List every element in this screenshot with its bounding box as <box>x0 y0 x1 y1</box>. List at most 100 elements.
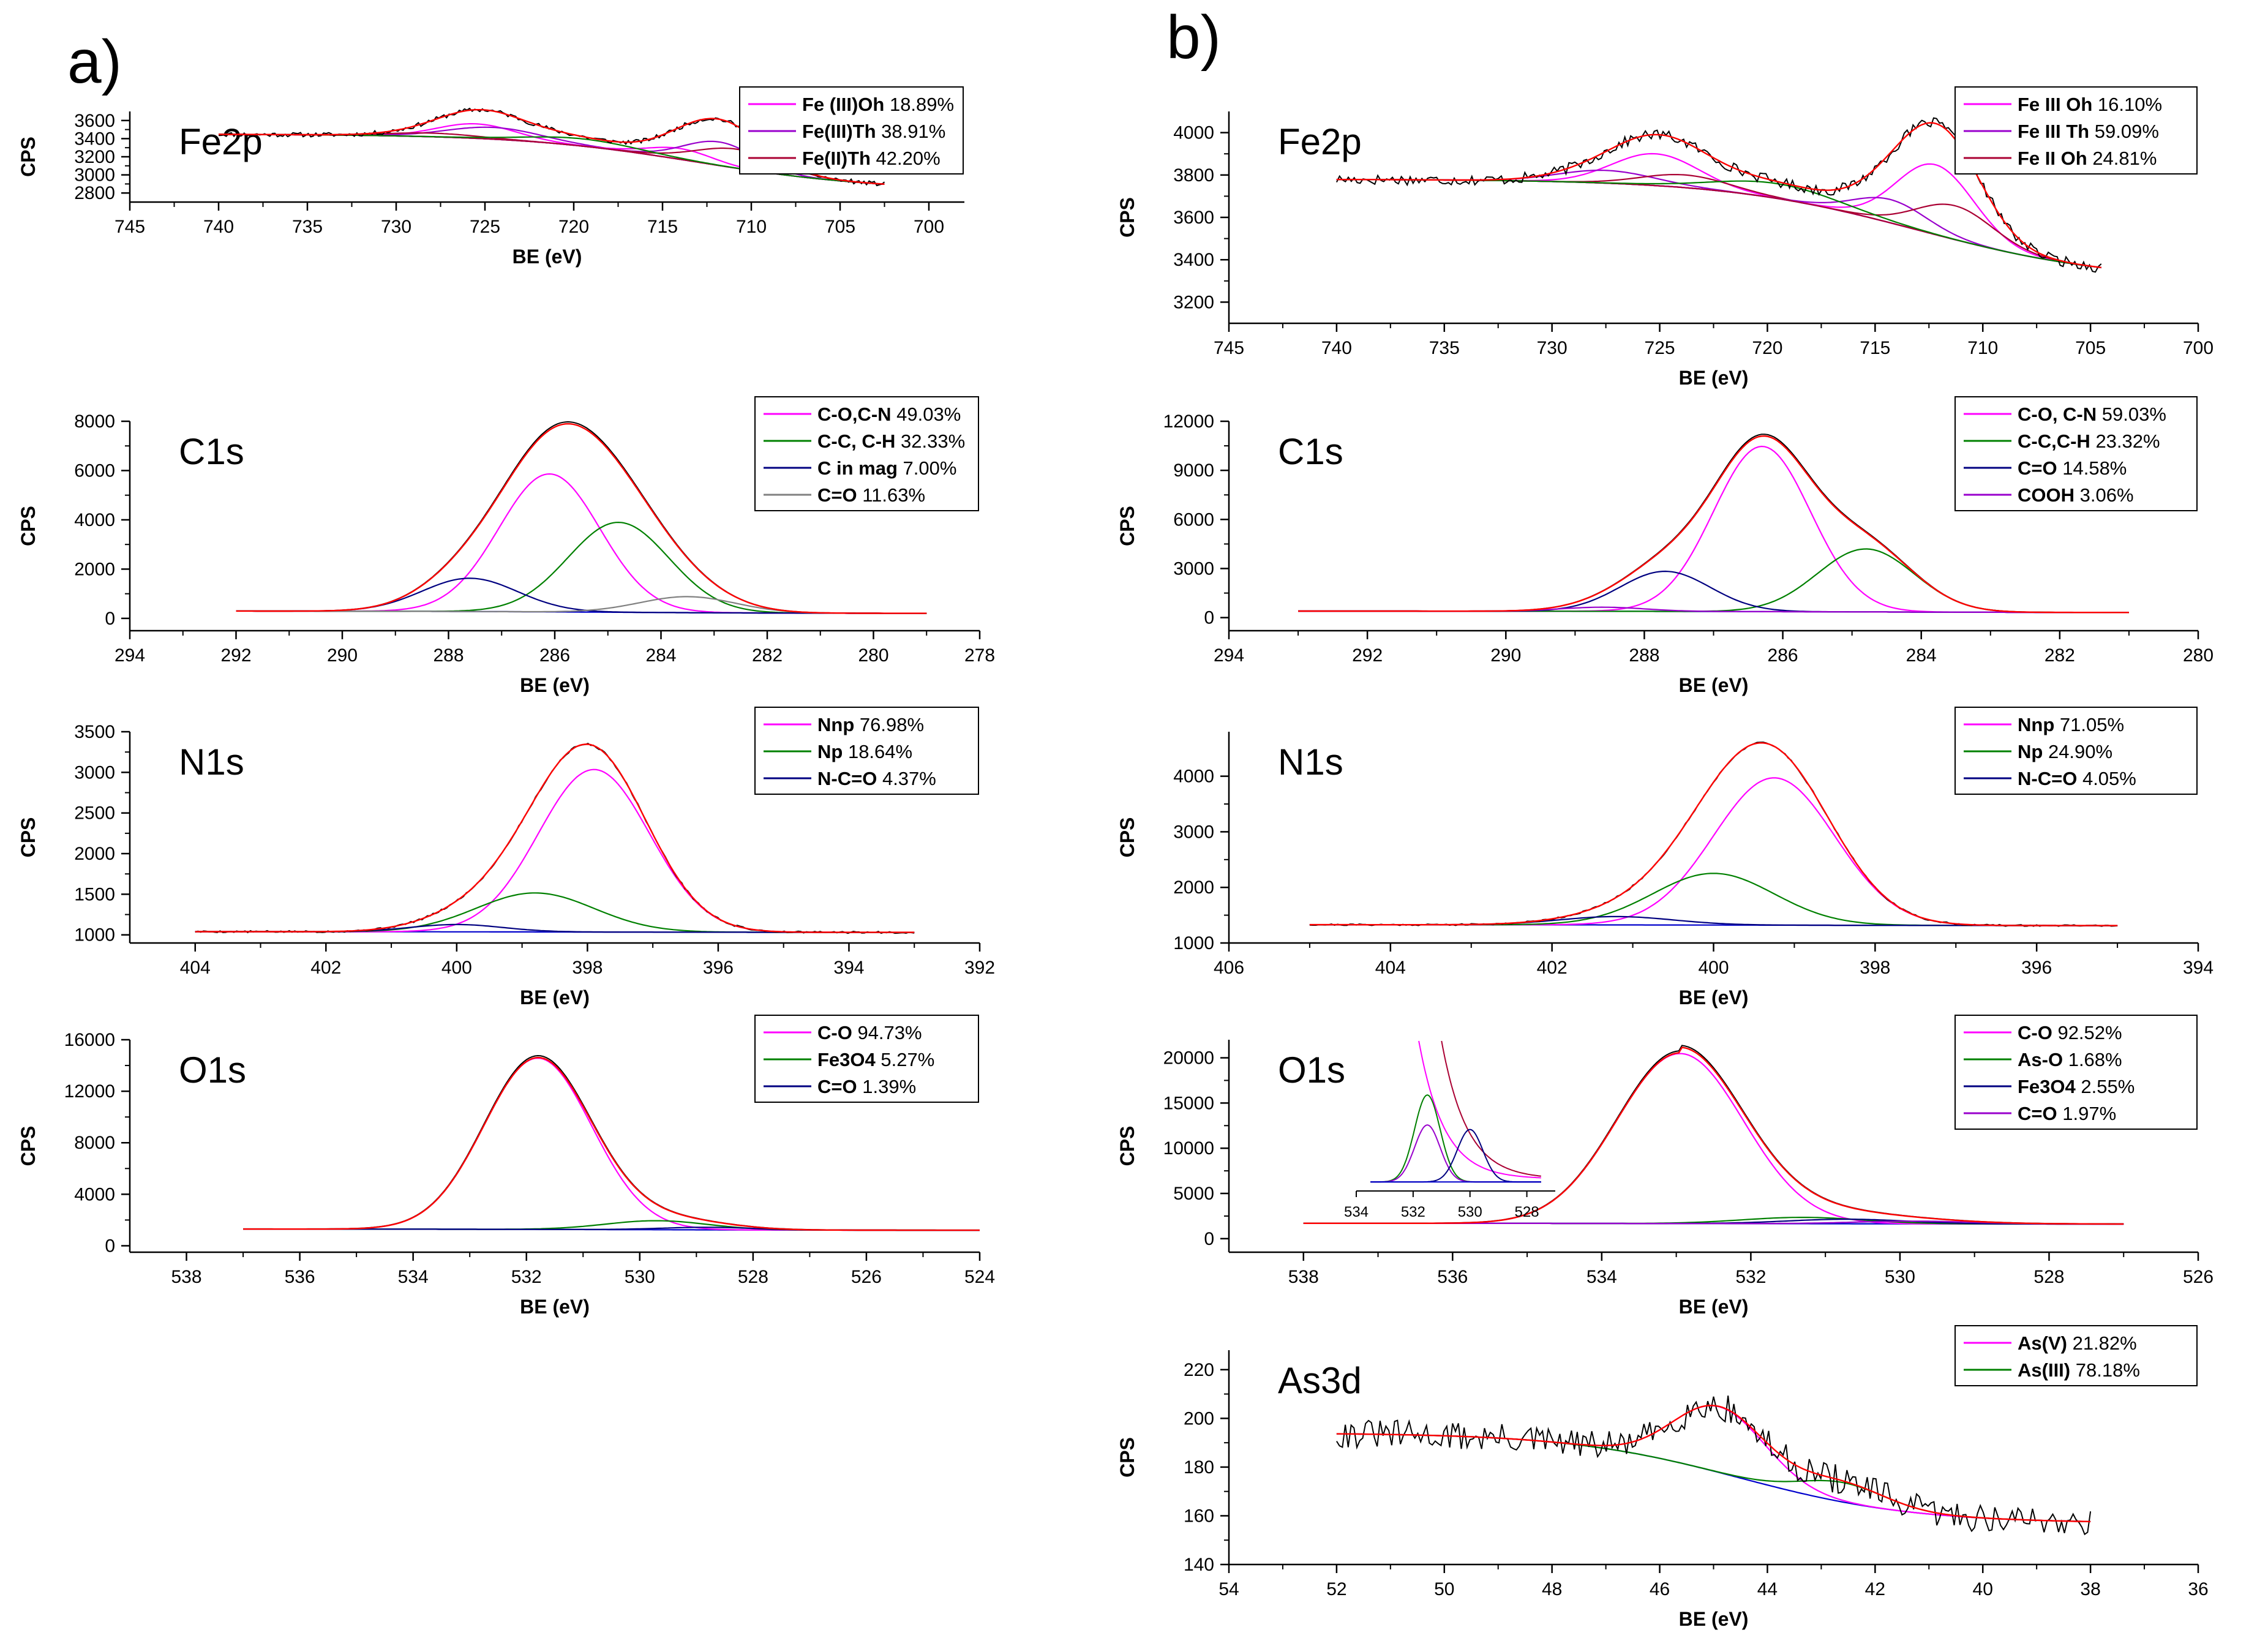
y-tick-label: 3000 <box>1173 822 1214 842</box>
legend-entry-spacer <box>876 121 882 142</box>
x-tick-label: 526 <box>2183 1267 2214 1287</box>
x-tick-label: 534 <box>1586 1267 1617 1287</box>
legend: C-O,C-N 49.03%C-C, C-H 32.33%C in mag 7.… <box>754 396 979 511</box>
legend: Nnp 76.98% Np 18.64% N-C=O 4.37% <box>754 707 979 795</box>
x-tick-label: 284 <box>645 645 676 666</box>
x-tick-label: 286 <box>539 645 570 666</box>
legend-entry-spacer <box>877 768 882 789</box>
inset-chart: 534 532 530 528 <box>1344 1040 1555 1220</box>
y-tick-label: 0 <box>105 609 115 629</box>
legend-entry-percent: 1.97% <box>2062 1103 2116 1124</box>
y-axis-label: CPS <box>1116 1126 1138 1166</box>
legend-entry: Fe(III)Th 38.91% <box>802 121 945 142</box>
legend-entry: Nnp 76.98% <box>817 714 924 735</box>
chart-b-n1s: 406 404 402 400 398 396 394 1000 2000 3000 4000 BE … <box>1116 707 2214 1009</box>
y-tick-label: 180 <box>1184 1457 1214 1478</box>
legend-entry-percent: 23.32% <box>2095 430 2160 452</box>
legend-entry-percent: 18.64% <box>848 741 912 762</box>
chart-a-fe2p: 745 740 735 730 725 720 715 710 705 700 2800300032… <box>17 86 964 268</box>
legend-entry: C in mag 7.00% <box>817 457 956 479</box>
legend-entry: Fe3O4 2.55% <box>2018 1076 2135 1097</box>
legend-entry-percent: 38.91% <box>881 121 945 142</box>
legend-entry-label: Nnp <box>817 714 854 735</box>
legend: Fe III Oh 16.10% Fe III Th 59.09% Fe II Oh… <box>1954 86 2198 175</box>
y-tick-label: 9000 <box>1173 460 1214 481</box>
inset-curve <box>1370 1094 1541 1183</box>
x-tick-label: 282 <box>2045 645 2075 666</box>
y-axis-label: CPS <box>1116 817 1138 858</box>
y-tick-label: 160 <box>1184 1506 1214 1526</box>
component-peak <box>1309 873 2118 926</box>
x-tick-label: 54 <box>1218 1579 1239 1599</box>
legend-entry-spacer <box>2057 1103 2063 1124</box>
y-tick-label: 0 <box>1204 1229 1214 1249</box>
legend-entry-spacer <box>852 1022 858 1043</box>
panel-label-a: a) <box>67 28 122 96</box>
y-axis-label: CPS <box>17 817 39 858</box>
legend: As(V) 21.82%As(III) 78.18% <box>1954 1325 2198 1386</box>
x-tick-label: 282 <box>752 645 783 666</box>
legend-entry-label: COOH <box>2018 484 2075 506</box>
legend-entry-spacer <box>895 430 901 452</box>
legend-entry: C-C, C-H 32.33% <box>817 430 965 452</box>
x-tick-label: 396 <box>703 958 734 978</box>
y-tick-label: 8000 <box>74 1133 115 1153</box>
legend-entry-label: Fe II Oh <box>2018 148 2087 169</box>
legend-entry-percent: 59.09% <box>2095 121 2159 142</box>
chart-title: Fe2p <box>1278 121 1362 162</box>
x-tick-label: 42 <box>1865 1579 1885 1599</box>
x-tick-label: 745 <box>115 217 145 237</box>
legend-entry: C-O, C-N 59.03% <box>2018 404 2166 425</box>
legend-entry: C-O 92.52% <box>2018 1022 2122 1043</box>
legend-entry-label: Fe III Th <box>2018 121 2089 142</box>
chart-b-o1s: 538 536 534 532 530 528 526 0 5000 10000 15000 2000… <box>1116 1015 2214 1318</box>
legend-entry-label: C=O <box>2018 1103 2057 1124</box>
component-peak <box>195 892 915 933</box>
x-tick-label: 52 <box>1326 1579 1346 1599</box>
x-tick-label: 404 <box>180 958 211 978</box>
legend-entry: C-O 94.73% <box>817 1022 922 1043</box>
y-axis-label: CPS <box>1116 1437 1138 1478</box>
y-tick-label: 4000 <box>1173 123 1214 143</box>
legend-entry-spacer <box>2067 1332 2073 1354</box>
y-tick-label: 6000 <box>1173 509 1214 530</box>
y-tick-label: 4000 <box>74 510 115 530</box>
x-tick-label: 730 <box>381 217 411 237</box>
x-tick-label: 400 <box>1698 958 1729 978</box>
legend-entry-spacer <box>2077 768 2082 789</box>
chart-title: N1s <box>179 742 244 783</box>
legend-entry: Nnp 71.05% <box>2018 714 2124 735</box>
y-tick-label: 20000 <box>1163 1048 1214 1069</box>
legend-box <box>1954 1325 2198 1386</box>
legend-entry-label: C=O <box>2018 457 2057 479</box>
legend-entry: C=O 11.63% <box>817 484 925 506</box>
x-tick-label: 705 <box>825 217 855 237</box>
legend-entry-spacer <box>2070 1359 2076 1381</box>
legend-entry-label: Np <box>817 741 843 762</box>
legend-entry-spacer <box>854 714 860 735</box>
legend-entry-spacer <box>2057 457 2063 479</box>
legend-entry-label: C-O <box>817 1022 852 1043</box>
legend-entry-label: C=O <box>817 1076 857 1097</box>
x-tick-label: 398 <box>1860 958 1890 978</box>
legend-entry: N-C=O 4.05% <box>2018 768 2136 789</box>
x-tick-label: 40 <box>1973 1579 1993 1599</box>
legend-entry-spacer <box>2097 404 2102 425</box>
legend-entry-percent: 59.03% <box>2102 404 2166 425</box>
y-tick-label: 3600 <box>1173 208 1214 228</box>
legend-entry-spacer <box>2076 1076 2081 1097</box>
chart-b-fe2p: 745 740 735 730 725 720 715 710 705 700 3200 3400 36… <box>1116 86 2214 389</box>
x-tick-label: 46 <box>1650 1579 1670 1599</box>
legend-entry-spacer <box>2063 1049 2068 1070</box>
y-tick-label: 12000 <box>64 1081 115 1102</box>
x-tick-label: 404 <box>1375 958 1406 978</box>
x-tick-label: 740 <box>1321 338 1352 358</box>
legend-entry-label: N-C=O <box>2018 768 2077 789</box>
y-tick-label: 2000 <box>74 844 115 864</box>
legend: C-O 92.52% As-O 1.68% Fe3O4 2.55% C=O 1.97% <box>1954 1015 2198 1130</box>
legend-entry: COOH 3.06% <box>2018 484 2134 506</box>
legend-entry-label: Fe III Oh <box>2018 94 2092 115</box>
chart-title: As3d <box>1278 1360 1362 1401</box>
y-tick-label: 5000 <box>1173 1184 1214 1204</box>
x-tick-label: 532 <box>511 1267 542 1287</box>
